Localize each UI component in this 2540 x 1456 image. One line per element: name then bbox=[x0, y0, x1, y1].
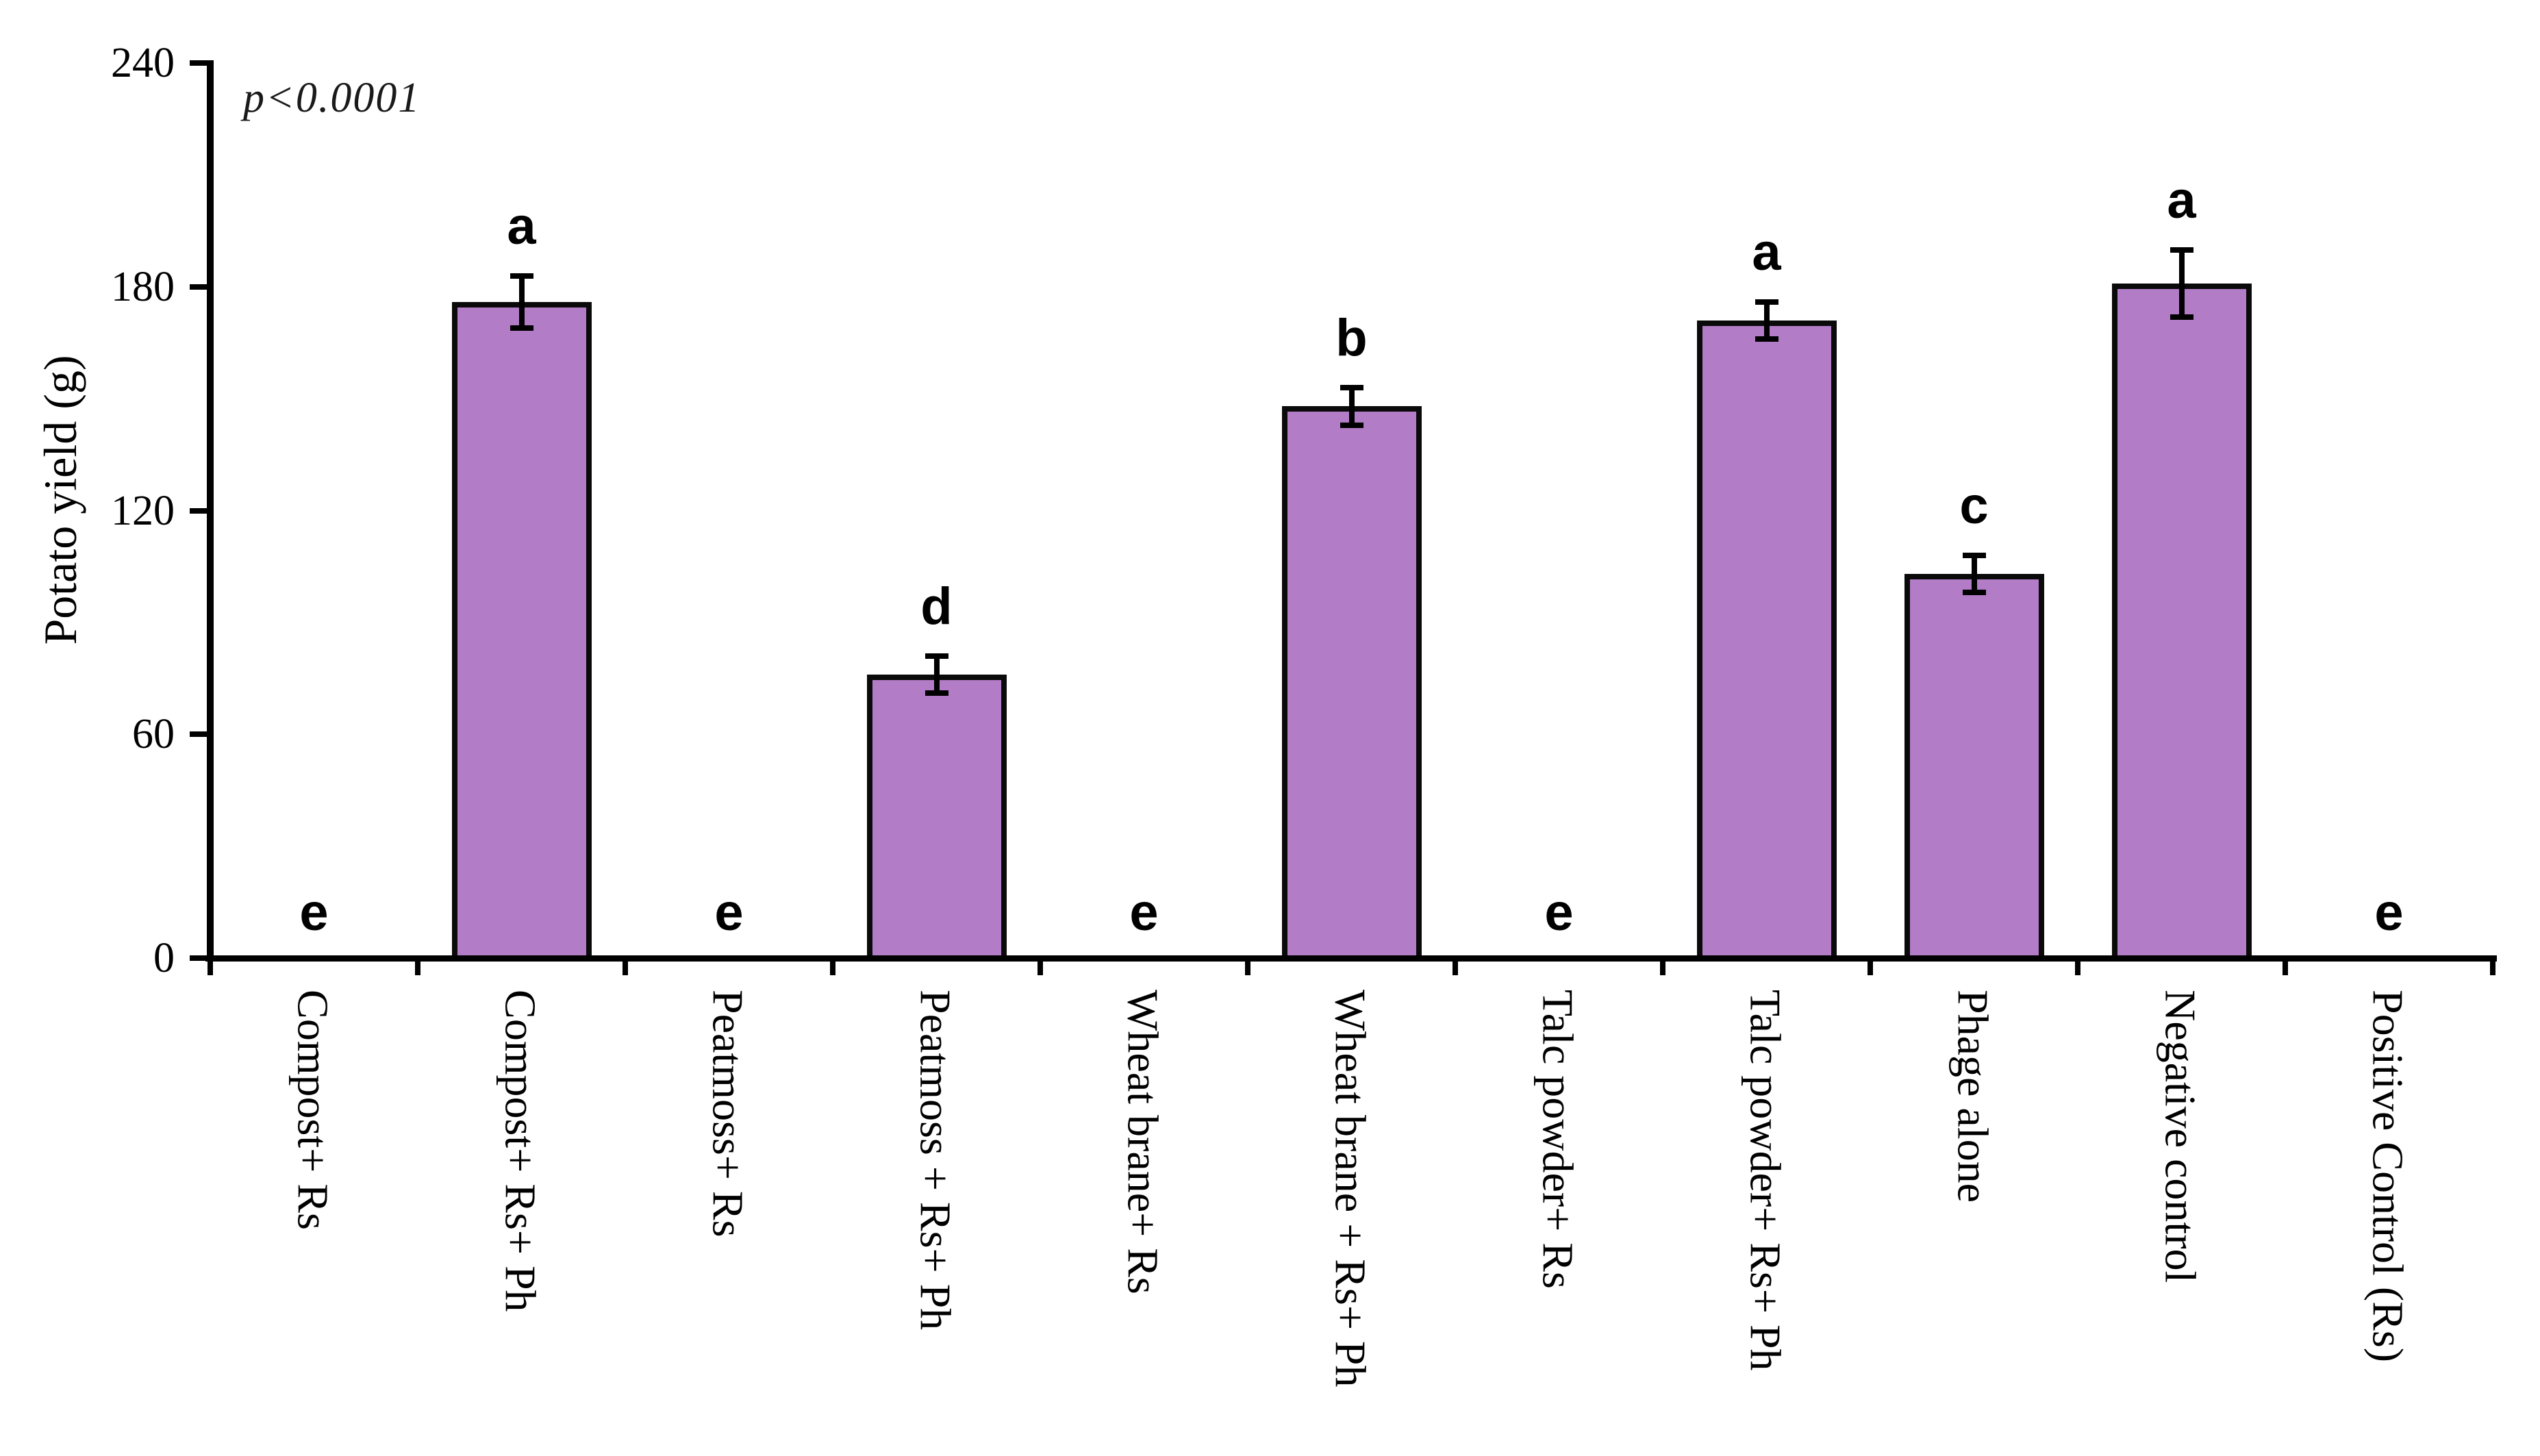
significance-letter-7: a bbox=[1752, 223, 1781, 281]
error-bar-cap-top-3 bbox=[925, 653, 948, 660]
error-bar-cap-bottom-5 bbox=[1340, 422, 1363, 428]
p-value-annotation: p<0.0001 bbox=[243, 75, 421, 121]
significance-letter-10: e bbox=[2374, 883, 2404, 942]
x-tick-2 bbox=[623, 962, 628, 975]
x-tick-7 bbox=[1660, 962, 1665, 975]
error-bar-9 bbox=[2178, 249, 2185, 317]
y-tick-label-180: 180 bbox=[111, 264, 175, 311]
y-tick-label-60: 60 bbox=[132, 711, 175, 758]
y-tick-180 bbox=[190, 284, 207, 290]
significance-letter-6: e bbox=[1544, 883, 1574, 942]
error-bar-cap-top-5 bbox=[1340, 385, 1363, 391]
significance-letter-8: c bbox=[1959, 477, 1989, 536]
y-tick-60 bbox=[190, 731, 207, 738]
significance-letter-4: e bbox=[1129, 883, 1159, 942]
error-bar-1 bbox=[518, 275, 525, 328]
error-bar-cap-top-7 bbox=[1755, 299, 1778, 305]
bar-9 bbox=[2111, 283, 2252, 961]
y-tick-0 bbox=[190, 955, 207, 961]
x-tick-5 bbox=[1245, 962, 1250, 975]
x-tick-1 bbox=[415, 962, 420, 975]
x-category-label-8: Phage alone bbox=[1948, 990, 1998, 1203]
y-tick-240 bbox=[190, 60, 207, 66]
y-tick-label-120: 120 bbox=[111, 487, 175, 534]
error-bar-5 bbox=[1348, 388, 1355, 425]
x-category-label-9: Negative control bbox=[2156, 990, 2205, 1283]
x-category-label-6: Talc powder+ Rs bbox=[1533, 990, 1583, 1289]
y-tick-label-0: 0 bbox=[153, 935, 175, 981]
x-tick-10 bbox=[2283, 962, 2288, 975]
error-bar-cap-bottom-1 bbox=[510, 325, 533, 331]
bar-1 bbox=[451, 301, 592, 961]
x-tick-9 bbox=[2075, 962, 2080, 975]
significance-letter-0: e bbox=[299, 883, 329, 942]
error-bar-cap-top-8 bbox=[1962, 553, 1986, 559]
error-bar-8 bbox=[1971, 555, 1977, 593]
x-tick-11 bbox=[2490, 962, 2495, 975]
x-axis-line bbox=[205, 955, 2497, 962]
error-bar-cap-bottom-8 bbox=[1962, 590, 1986, 596]
error-bar-cap-bottom-7 bbox=[1755, 336, 1778, 342]
x-tick-4 bbox=[1038, 962, 1043, 975]
x-tick-6 bbox=[1453, 962, 1458, 975]
bar-7 bbox=[1696, 321, 1837, 961]
y-axis-line bbox=[207, 60, 214, 962]
x-tick-0 bbox=[208, 962, 213, 975]
x-tick-3 bbox=[830, 962, 835, 975]
error-bar-cap-bottom-3 bbox=[925, 690, 948, 696]
x-tick-8 bbox=[1868, 962, 1873, 975]
x-category-label-7: Talc powder+ Rs+ Ph bbox=[1741, 990, 1790, 1371]
y-tick-label-240: 240 bbox=[111, 40, 175, 87]
error-bar-cap-top-1 bbox=[510, 273, 533, 279]
bar-8 bbox=[1904, 574, 2044, 961]
x-category-label-4: Wheat brane+ Rs bbox=[1118, 990, 1168, 1294]
significance-letter-9: a bbox=[2167, 171, 2196, 229]
significance-letter-3: d bbox=[920, 577, 953, 636]
y-tick-120 bbox=[190, 507, 207, 514]
significance-letter-1: a bbox=[507, 197, 536, 255]
significance-letter-5: b bbox=[1335, 309, 1368, 368]
x-category-label-5: Wheat brane + Rs+ Ph bbox=[1326, 990, 1375, 1388]
bar-5 bbox=[1281, 406, 1422, 961]
x-category-label-3: Peatmoss + Rs+ Ph bbox=[911, 990, 960, 1331]
x-category-label-2: Peatmoss+ Rs bbox=[703, 990, 753, 1238]
error-bar-7 bbox=[1763, 301, 1770, 340]
x-category-label-0: Compost+ Rs bbox=[288, 990, 338, 1230]
significance-letter-2: e bbox=[714, 883, 744, 942]
error-bar-cap-top-9 bbox=[2170, 247, 2193, 253]
x-category-label-1: Compost+ Rs+ Ph bbox=[496, 990, 545, 1312]
error-bar-cap-bottom-9 bbox=[2170, 314, 2193, 320]
error-bar-3 bbox=[933, 656, 940, 694]
x-category-label-10: Positive Control (Rs) bbox=[2363, 990, 2413, 1363]
